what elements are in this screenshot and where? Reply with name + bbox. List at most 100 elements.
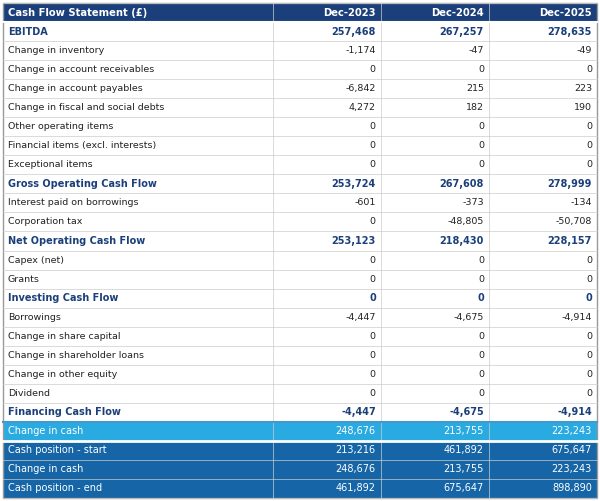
Bar: [3, 231, 273, 250]
Text: 0: 0: [586, 141, 592, 150]
Bar: [273, 346, 381, 365]
Bar: [273, 60, 381, 79]
Bar: [381, 212, 489, 231]
Text: 0: 0: [370, 256, 376, 265]
Bar: [381, 289, 489, 308]
Text: 213,216: 213,216: [335, 445, 376, 455]
Text: -601: -601: [355, 198, 376, 207]
Text: 0: 0: [478, 275, 484, 284]
Bar: [489, 365, 597, 384]
Bar: [489, 403, 597, 422]
Text: 0: 0: [586, 370, 592, 379]
Bar: [3, 60, 273, 79]
Text: Financing Cash Flow: Financing Cash Flow: [8, 407, 121, 417]
Bar: [3, 117, 273, 136]
Text: 223,243: 223,243: [552, 464, 592, 474]
Bar: [3, 479, 273, 498]
Bar: [489, 384, 597, 403]
Bar: [381, 441, 489, 460]
Text: -47: -47: [469, 46, 484, 55]
Text: -4,675: -4,675: [449, 407, 484, 417]
Text: Change in cash: Change in cash: [8, 464, 83, 474]
Bar: [489, 479, 597, 498]
Bar: [489, 460, 597, 479]
Text: 0: 0: [586, 351, 592, 360]
Text: Change in account receivables: Change in account receivables: [8, 65, 154, 74]
Bar: [381, 270, 489, 289]
Text: Dec-2024: Dec-2024: [431, 8, 484, 18]
Bar: [381, 479, 489, 498]
Text: 4,272: 4,272: [349, 103, 376, 112]
Bar: [489, 155, 597, 174]
Text: 0: 0: [370, 65, 376, 74]
Text: 0: 0: [370, 217, 376, 226]
Bar: [489, 270, 597, 289]
Text: 248,676: 248,676: [335, 464, 376, 474]
Text: 0: 0: [478, 351, 484, 360]
Text: 0: 0: [370, 122, 376, 131]
Text: -49: -49: [577, 46, 592, 55]
Bar: [381, 79, 489, 98]
Bar: [273, 441, 381, 460]
Bar: [273, 136, 381, 155]
Bar: [489, 231, 597, 250]
Bar: [3, 441, 273, 460]
Bar: [3, 289, 273, 308]
Bar: [273, 174, 381, 193]
Bar: [489, 289, 597, 308]
Text: 0: 0: [586, 65, 592, 74]
Bar: [381, 41, 489, 60]
Text: -4,675: -4,675: [454, 313, 484, 322]
Bar: [381, 60, 489, 79]
Text: 0: 0: [478, 256, 484, 265]
Text: Change in inventory: Change in inventory: [8, 46, 104, 55]
Bar: [273, 98, 381, 117]
Text: -50,708: -50,708: [556, 217, 592, 226]
Bar: [489, 422, 597, 441]
Bar: [489, 441, 597, 460]
Bar: [3, 155, 273, 174]
Text: 278,635: 278,635: [548, 27, 592, 37]
Bar: [3, 384, 273, 403]
Bar: [489, 22, 597, 41]
Text: 253,123: 253,123: [332, 236, 376, 246]
Bar: [273, 308, 381, 327]
Text: Net Operating Cash Flow: Net Operating Cash Flow: [8, 236, 145, 246]
Text: 215: 215: [466, 84, 484, 93]
Text: 0: 0: [478, 332, 484, 341]
Text: 0: 0: [370, 370, 376, 379]
Text: Change in other equity: Change in other equity: [8, 370, 117, 379]
Bar: [273, 365, 381, 384]
Bar: [489, 212, 597, 231]
Text: 0: 0: [477, 293, 484, 303]
Bar: [273, 270, 381, 289]
Bar: [381, 460, 489, 479]
Bar: [273, 3, 381, 22]
Bar: [489, 308, 597, 327]
Bar: [489, 98, 597, 117]
Bar: [381, 117, 489, 136]
Bar: [489, 117, 597, 136]
Text: 0: 0: [370, 160, 376, 169]
Bar: [273, 79, 381, 98]
Text: Change in share capital: Change in share capital: [8, 332, 121, 341]
Bar: [273, 250, 381, 270]
Text: Dec-2025: Dec-2025: [539, 8, 592, 18]
Text: 218,430: 218,430: [440, 236, 484, 246]
Text: 0: 0: [478, 122, 484, 131]
Bar: [381, 384, 489, 403]
Text: 0: 0: [478, 160, 484, 169]
Text: 267,608: 267,608: [440, 179, 484, 189]
Text: Investing Cash Flow: Investing Cash Flow: [8, 293, 118, 303]
Bar: [3, 41, 273, 60]
Text: -6,842: -6,842: [346, 84, 376, 93]
Text: Change in account payables: Change in account payables: [8, 84, 143, 93]
Text: 461,892: 461,892: [444, 445, 484, 455]
Text: 0: 0: [370, 332, 376, 341]
Text: Other operating items: Other operating items: [8, 122, 113, 131]
Bar: [381, 231, 489, 250]
Bar: [489, 79, 597, 98]
Text: -48,805: -48,805: [448, 217, 484, 226]
Text: 0: 0: [586, 389, 592, 398]
Bar: [381, 3, 489, 22]
